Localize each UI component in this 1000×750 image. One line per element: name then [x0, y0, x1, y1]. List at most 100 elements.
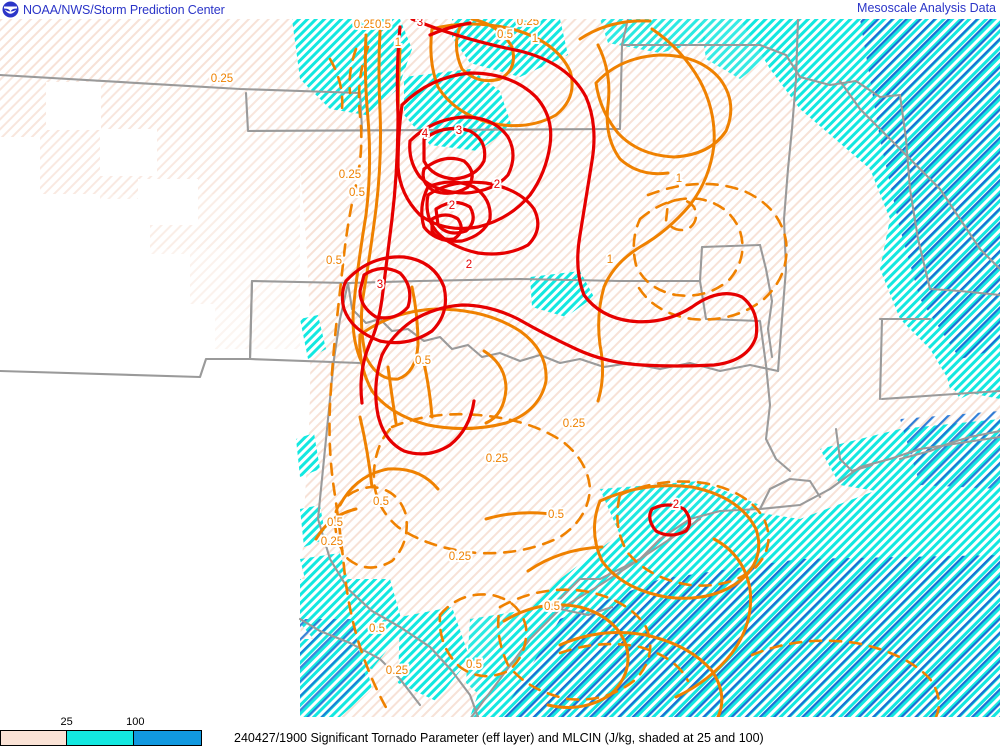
svg-text:0.5: 0.5 — [349, 187, 365, 199]
contour-label: 0.50.5 — [367, 621, 387, 637]
legend-swatch-25 — [66, 731, 133, 745]
legend-colorbar — [0, 730, 202, 746]
legend-tick-100: 100 — [126, 716, 145, 728]
svg-text:0.5: 0.5 — [326, 255, 342, 267]
svg-text:0.5: 0.5 — [326, 255, 342, 267]
svg-text:1: 1 — [532, 33, 538, 45]
svg-text:0.25: 0.25 — [486, 453, 508, 465]
svg-text:2: 2 — [494, 179, 500, 191]
svg-text:0.25: 0.25 — [563, 418, 585, 430]
contour-label: 22 — [464, 257, 474, 273]
header-brand: NOAA/NWS/Storm Prediction Center — [2, 0, 225, 19]
svg-text:2: 2 — [449, 200, 455, 212]
svg-text:0.25: 0.25 — [211, 73, 233, 85]
page-header: NOAA/NWS/Storm Prediction Center Mesosca… — [0, 0, 1000, 19]
svg-text:3: 3 — [456, 125, 462, 137]
svg-text:3: 3 — [377, 279, 383, 291]
svg-text:2: 2 — [673, 499, 679, 511]
mesoanalysis-map-svg[interactable]: 0.250.250.250.250.50.5 33 0.250.250.50.5 11… — [0, 19, 1000, 717]
contour-label: 22 — [492, 177, 502, 193]
svg-text:0.25: 0.25 — [449, 551, 471, 563]
svg-text:2: 2 — [466, 259, 472, 271]
svg-text:1: 1 — [395, 37, 401, 49]
svg-text:0.5: 0.5 — [497, 29, 513, 41]
contour-label: 0.50.5 — [324, 253, 344, 269]
svg-text:0.5: 0.5 — [327, 517, 343, 529]
svg-text:0.5: 0.5 — [375, 19, 391, 31]
contour-label: 11 — [393, 35, 403, 51]
contour-label: 11 — [530, 31, 540, 47]
nomask-blocks — [0, 82, 300, 419]
svg-text:0.5: 0.5 — [373, 496, 389, 508]
svg-text:2: 2 — [449, 200, 455, 212]
contour-label: 11 — [674, 171, 684, 187]
contour-label: 0.50.5 — [347, 185, 367, 201]
header-title: NOAA/NWS/Storm Prediction Center — [23, 2, 225, 17]
svg-text:3: 3 — [417, 19, 423, 29]
contour-label: 0.50.5 — [546, 507, 566, 523]
svg-text:1: 1 — [607, 254, 613, 266]
svg-text:0.5: 0.5 — [466, 659, 482, 671]
svg-text:2: 2 — [494, 179, 500, 191]
svg-text:0.5: 0.5 — [466, 659, 482, 671]
contour-label: 0.250.25 — [352, 19, 378, 33]
svg-text:0.5: 0.5 — [349, 187, 365, 199]
contour-label: 0.250.25 — [484, 451, 510, 467]
svg-text:1: 1 — [607, 254, 613, 266]
contour-label: 33 — [454, 123, 464, 139]
svg-text:0.5: 0.5 — [369, 623, 385, 635]
svg-text:2: 2 — [673, 499, 679, 511]
contour-label: 44 — [420, 126, 431, 142]
contour-label: 0.50.5 — [495, 27, 515, 43]
svg-text:0.25: 0.25 — [563, 418, 585, 430]
svg-text:4: 4 — [422, 128, 429, 140]
svg-text:0.5: 0.5 — [544, 601, 560, 613]
svg-text:1: 1 — [532, 33, 538, 45]
svg-text:0.25: 0.25 — [449, 551, 471, 563]
svg-text:0.5: 0.5 — [327, 517, 343, 529]
noaa-seagull-logo — [2, 1, 19, 18]
svg-text:0.5: 0.5 — [415, 355, 431, 367]
legend-swatch-100 — [132, 731, 201, 745]
svg-text:0.25: 0.25 — [386, 665, 408, 677]
svg-text:0.5: 0.5 — [373, 496, 389, 508]
contour-label: 0.250.25 — [515, 19, 541, 30]
contour-label: 0.50.5 — [413, 353, 433, 369]
contour-label: 0.250.25 — [337, 167, 363, 183]
contour-label: 0.250.25 — [319, 534, 345, 550]
svg-text:0.5: 0.5 — [375, 19, 391, 31]
svg-text:0.25: 0.25 — [321, 536, 343, 548]
svg-text:0.25: 0.25 — [517, 19, 539, 28]
svg-text:0.25: 0.25 — [321, 536, 343, 548]
svg-text:0.25: 0.25 — [386, 665, 408, 677]
contour-label: 0.250.25 — [447, 549, 473, 565]
contour-label: 0.50.5 — [371, 494, 391, 510]
map-caption: 240427/1900 Significant Tornado Paramete… — [234, 731, 764, 745]
svg-text:0.25: 0.25 — [517, 19, 539, 28]
header-right-label: Mesoscale Analysis Data — [857, 1, 996, 15]
svg-text:0.5: 0.5 — [548, 509, 564, 521]
svg-text:0.25: 0.25 — [211, 73, 233, 85]
contour-label: 22 — [447, 198, 457, 214]
contour-label: 11 — [605, 252, 615, 268]
svg-text:0.5: 0.5 — [544, 601, 560, 613]
svg-text:0.25: 0.25 — [486, 453, 508, 465]
contour-label: 0.50.5 — [464, 657, 484, 673]
contour-label: 33 — [415, 19, 425, 31]
map-canvas[interactable]: 0.25 0.25 0.25 0.25 0.5 0.5 3 3 0.25 0.25 0.5 0.5 1 1… — [0, 19, 1000, 718]
contour-label: 0.250.25 — [209, 71, 235, 87]
svg-text:0.5: 0.5 — [369, 623, 385, 635]
svg-text:2: 2 — [466, 259, 472, 271]
stp-solid-orange-contours — [314, 19, 761, 717]
svg-text:0.25: 0.25 — [339, 169, 361, 181]
svg-text:1: 1 — [395, 37, 401, 49]
svg-text:0.25: 0.25 — [354, 19, 376, 31]
svg-text:4: 4 — [422, 128, 429, 140]
page-footer: 25 100 240427/1900 Significant Tornado Pa… — [0, 716, 1000, 750]
contour-label: 0.50.5 — [373, 19, 393, 33]
svg-text:1: 1 — [676, 173, 682, 185]
svg-text:3: 3 — [456, 125, 462, 137]
contour-label: 22 — [671, 497, 681, 513]
svg-text:0.25: 0.25 — [354, 19, 376, 31]
